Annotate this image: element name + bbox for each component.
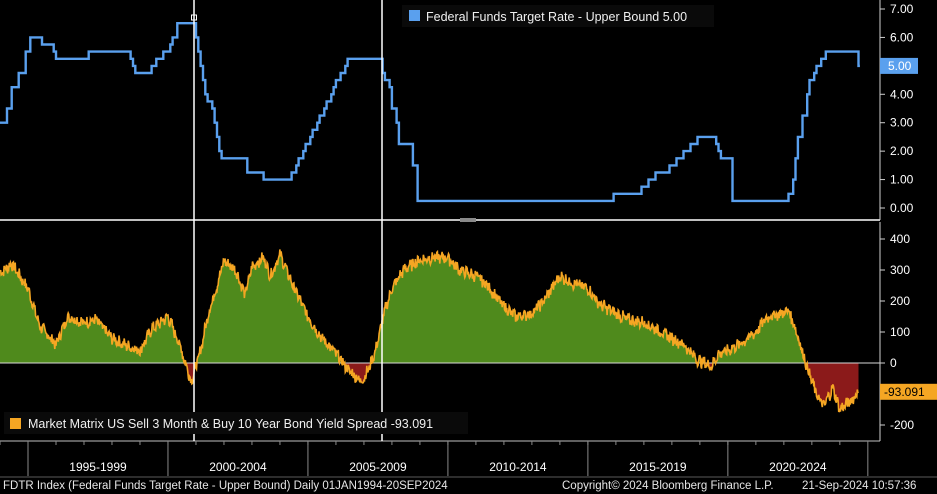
x-tick-label: 2010-2014 xyxy=(489,460,547,474)
top-y-tick-label: 6.00 xyxy=(890,30,914,44)
bottom-y-tick-label: -200 xyxy=(890,418,914,432)
top-y-tick-label: 1.00 xyxy=(890,173,914,187)
top-legend[interactable]: Federal Funds Target Rate - Upper Bound … xyxy=(402,5,714,27)
top-y-tick-label: 7.00 xyxy=(890,2,914,16)
x-tick-label: 2000-2004 xyxy=(209,460,267,474)
top-y-tick-label: 0.00 xyxy=(890,201,914,215)
top-last-value: 5.00 xyxy=(888,59,912,73)
bottom-y-tick-label: 0 xyxy=(890,356,897,370)
x-tick-label: 2015-2019 xyxy=(629,460,687,474)
panel-resize-handle[interactable] xyxy=(460,218,476,222)
x-tick-label: 2005-2009 xyxy=(349,460,407,474)
x-tick-label: 1995-1999 xyxy=(69,460,127,474)
bottom-last-value-tag: -93.091 xyxy=(880,383,937,400)
top-last-value-tag: 5.00 xyxy=(880,57,918,74)
top-y-tick-label: 4.00 xyxy=(890,87,914,101)
x-axis: 1995-1999 2000-2004 2005-2009 2010-2014 2015… xyxy=(0,441,869,476)
x-tick-label: 2020-2024 xyxy=(769,460,827,474)
bottom-y-tick-label: 400 xyxy=(890,232,910,246)
top-y-tick-label: 2.00 xyxy=(890,144,914,158)
bottom-last-value: -93.091 xyxy=(884,385,925,399)
top-legend-swatch xyxy=(409,10,420,21)
top-y-tick-label: 3.00 xyxy=(890,116,914,130)
fed-funds-line xyxy=(0,22,860,203)
bottom-legend-label: Market Matrix US Sell 3 Month & Buy 10 Y… xyxy=(28,417,433,431)
bottom-y-tick-label: 200 xyxy=(890,294,910,308)
spread-series xyxy=(0,249,880,413)
fed-funds-series xyxy=(0,22,860,203)
crosshair-marker[interactable] xyxy=(191,14,197,21)
top-legend-label: Federal Funds Target Rate - Upper Bound … xyxy=(426,10,687,24)
spread-positive-area xyxy=(0,249,859,363)
bottom-y-tick-label: 100 xyxy=(890,325,910,339)
footer-source: FDTR Index (Federal Funds Target Rate - … xyxy=(3,480,448,492)
bottom-legend-swatch xyxy=(10,418,21,429)
bottom-legend[interactable]: Market Matrix US Sell 3 Month & Buy 10 Y… xyxy=(4,412,468,434)
bottom-y-tick-label: 300 xyxy=(890,263,910,277)
footer-copyright: Copyright© 2024 Bloomberg Finance L.P. xyxy=(562,480,774,492)
spread-line xyxy=(0,249,860,413)
footer-timestamp: 21-Sep-2024 10:57:36 xyxy=(802,480,916,492)
